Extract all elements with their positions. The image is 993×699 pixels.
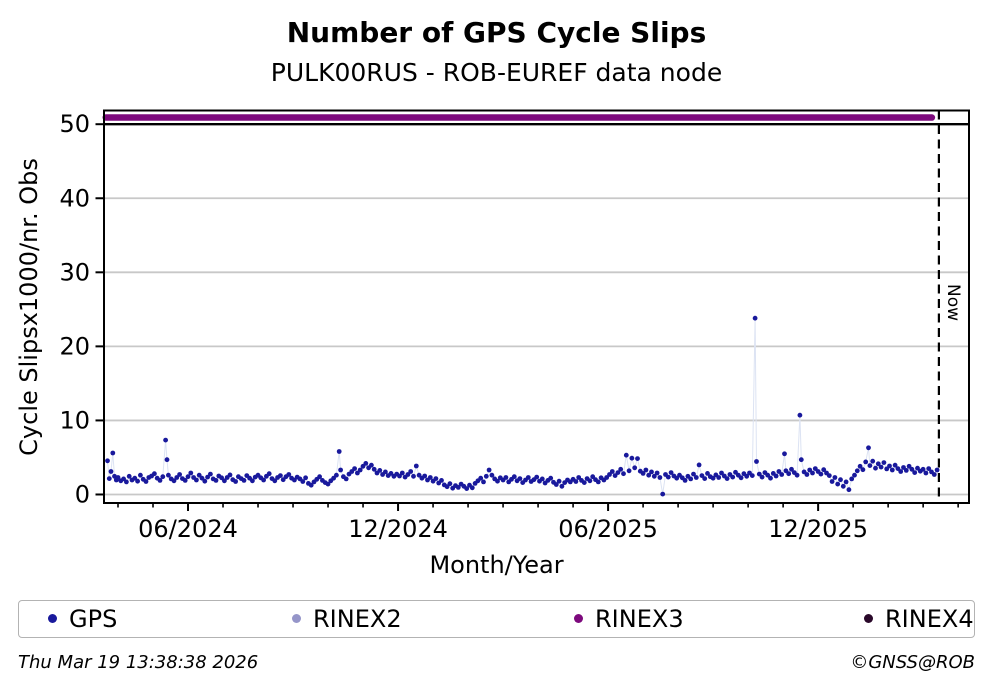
legend-item-rinex3: RINEX3 [574, 601, 684, 636]
x-axis-label: Month/Year [429, 551, 564, 579]
svg-text:12/2025: 12/2025 [768, 515, 868, 543]
legend-item-gps: GPS [48, 601, 117, 636]
legend-label-gps: GPS [69, 604, 118, 633]
y-axis-ticks: 0 10 20 30 40 50 [59, 110, 104, 508]
y-axis-label: Cycle Slipsx1000/nr. Obs [15, 158, 43, 456]
svg-text:06/2024: 06/2024 [138, 515, 238, 543]
svg-text:12/2024: 12/2024 [348, 515, 448, 543]
y-gridlines [104, 123, 969, 496]
legend: GPS RINEX2 RINEX3 RINEX4 [18, 600, 975, 638]
legend-label-rinex3: RINEX3 [595, 604, 684, 633]
copyright-notice: ©GNSS@ROB [850, 652, 975, 673]
now-line-label: Now [943, 284, 963, 322]
page-subtitle: PULK00RUS - ROB-EUREF data node [270, 58, 723, 87]
legend-label-rinex2: RINEX2 [313, 604, 402, 633]
gps-series [105, 315, 940, 497]
svg-text:0: 0 [75, 480, 90, 508]
legend-item-rinex4: RINEX4 [864, 601, 974, 636]
page-title: Number of GPS Cycle Slips [286, 16, 707, 49]
svg-text:40: 40 [59, 184, 90, 212]
x-axis-ticks: 06/2024 12/2024 06/2025 12/2025 [117, 503, 959, 543]
svg-text:10: 10 [59, 406, 90, 434]
rinex4-marker-icon [864, 614, 873, 623]
plot-timestamp: Thu Mar 19 13:38:38 2026 [18, 652, 259, 673]
svg-text:30: 30 [59, 258, 90, 286]
svg-text:06/2025: 06/2025 [558, 515, 658, 543]
legend-item-rinex2: RINEX2 [292, 601, 402, 636]
legend-label-rinex4: RINEX4 [885, 604, 974, 633]
rinex2-marker-icon [292, 614, 301, 623]
rinex3-marker-icon [574, 614, 583, 623]
svg-text:50: 50 [59, 110, 90, 138]
plot-border [103, 109, 970, 504]
gps-marker-icon [48, 614, 57, 623]
svg-text:20: 20 [59, 332, 90, 360]
